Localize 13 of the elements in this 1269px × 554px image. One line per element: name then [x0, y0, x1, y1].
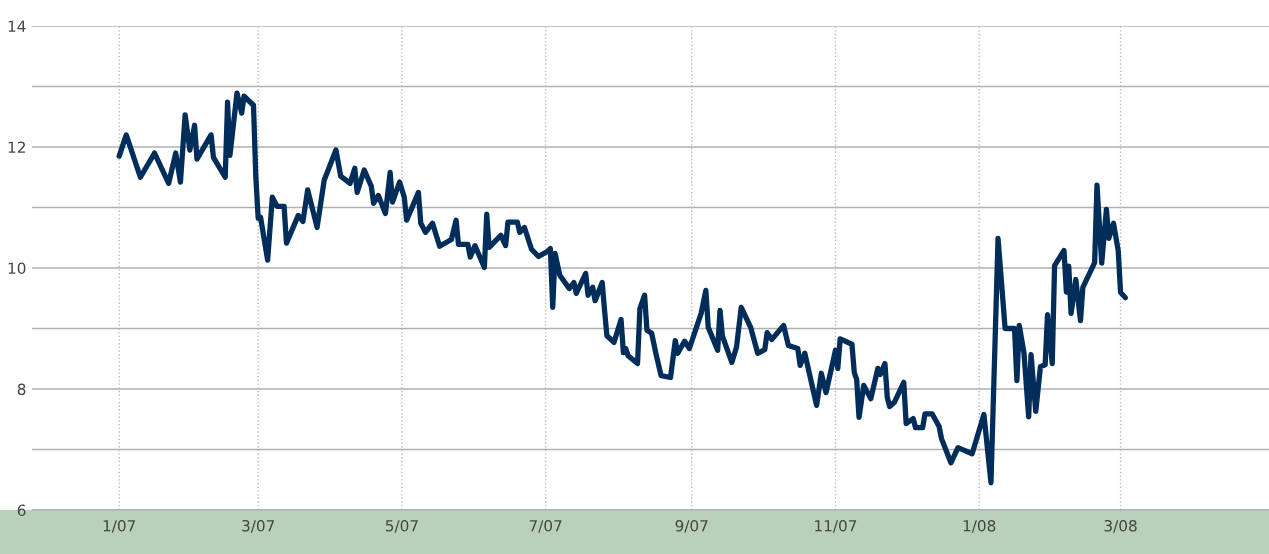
x-tick-label: 5/07 — [385, 519, 418, 533]
x-tick-label: 1/07 — [103, 519, 136, 533]
y-tick-label: 6 — [17, 504, 26, 517]
y-tick-label: 12 — [8, 141, 25, 153]
x-tick-label: 3/08 — [1104, 519, 1137, 533]
x-tick-label: 3/07 — [242, 519, 275, 533]
x-tick-label: 1/08 — [963, 519, 996, 533]
x-tick-label: 11/07 — [815, 519, 857, 533]
y-tick-label: 8 — [17, 383, 26, 396]
x-tick-label: 9/07 — [675, 519, 708, 533]
x-tick-label: 7/07 — [529, 519, 562, 533]
y-tick-label: 14 — [8, 20, 26, 32]
y-tick-label: 10 — [8, 262, 26, 275]
